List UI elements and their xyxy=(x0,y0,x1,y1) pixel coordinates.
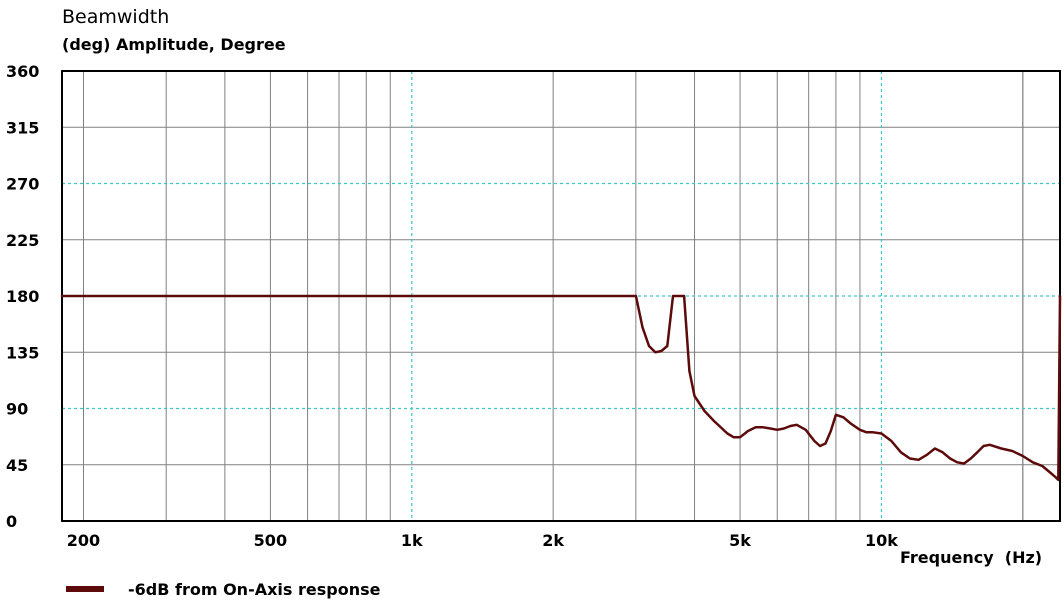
y-tick-labels: 0 45 90 135 180 225 270 315 360 xyxy=(6,62,39,531)
x-tick-label: 200 xyxy=(67,531,100,550)
y-tick-label: 360 xyxy=(6,62,39,81)
series-layer xyxy=(60,294,1062,482)
y-tick-label: 315 xyxy=(6,118,39,137)
y-tick-label: 135 xyxy=(6,343,39,362)
y-tick-label: 180 xyxy=(6,287,39,306)
x-axis-label: Frequency (Hz) xyxy=(900,548,1043,567)
x-tick-label: 5k xyxy=(729,531,751,550)
series-line xyxy=(60,294,1062,482)
y-tick-label: 45 xyxy=(6,456,28,475)
x-tick-label: 500 xyxy=(254,531,287,550)
y-axis-label: (deg) Amplitude, Degree xyxy=(62,35,286,54)
chart-title: Beamwidth xyxy=(62,6,170,28)
y-tick-label: 225 xyxy=(6,231,39,250)
x-tick-labels: 200 500 1k 2k 5k 10k xyxy=(67,531,898,550)
x-tick-label: 2k xyxy=(542,531,564,550)
y-tick-label: 270 xyxy=(6,175,39,194)
x-tick-label: 1k xyxy=(401,531,423,550)
x-tick-label: 10k xyxy=(865,531,898,550)
legend: -6dB from On-Axis response xyxy=(66,579,380,599)
legend-label: -6dB from On-Axis response xyxy=(128,579,381,599)
y-tick-label: 0 xyxy=(6,512,17,531)
y-tick-label: 90 xyxy=(6,400,28,419)
legend-swatch xyxy=(66,586,104,592)
